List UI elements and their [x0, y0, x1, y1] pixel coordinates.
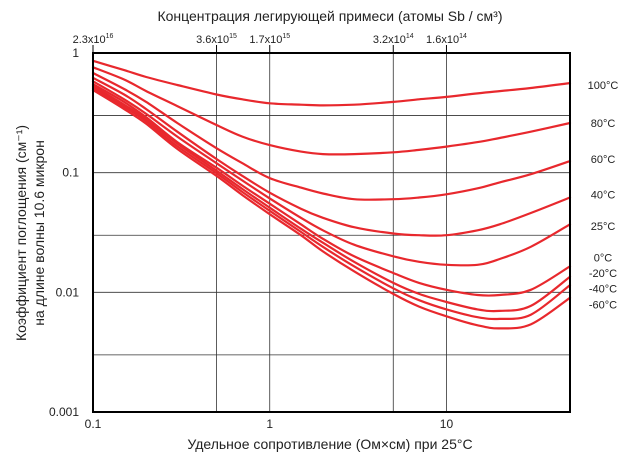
y-tick-label: 0.1: [62, 166, 79, 180]
y-tick-label: 1: [72, 46, 79, 60]
top-tick-label: 2.3x1016: [73, 33, 114, 46]
series-labels: 100°C 80°C 60°C 40°C 25°C 0°C -20°C -40°C -60°C: [588, 80, 619, 312]
plot-frame: [92, 52, 571, 413]
series-label: 60°C: [591, 154, 616, 166]
top-tick-label: 1.7x1015: [249, 33, 290, 46]
series-line-1: [91, 66, 572, 156]
top-tick-label: 3.6x1015: [196, 33, 237, 46]
series-line-4: [91, 80, 572, 267]
series-line-0: [91, 59, 572, 107]
x-tick-label: 1: [266, 417, 273, 431]
series-line-8: [91, 89, 572, 330]
series-label: 80°C: [591, 118, 616, 130]
series-label: -20°C: [589, 268, 617, 280]
chart-title: Концентрация легирующей примеси (атомы S…: [157, 8, 502, 24]
series-label: 25°C: [591, 221, 616, 233]
series-line-6: [91, 84, 572, 313]
series-label: -40°C: [589, 283, 617, 295]
series-group: [91, 59, 572, 330]
y-tick-label: 0.001: [49, 405, 79, 419]
y-axis-title-line1: Коэффициент поглощения (см⁻¹): [13, 125, 29, 341]
series-line-3: [91, 76, 572, 237]
series-label: 40°C: [591, 189, 616, 201]
series-label: 100°C: [588, 80, 619, 92]
tick-labels: 0.1 1 10 0.001 0.01 0.1 1: [49, 46, 453, 431]
x-tick-label: 0.1: [85, 417, 102, 431]
series-line-2: [91, 71, 572, 201]
x-axis-title: Удельное сопротивление (Ом×см) при 25°C: [187, 436, 472, 452]
top-axis-ticks: 2.3x1016 3.6x1015 1.7x1015 3.2x1014 1.6x1014: [73, 33, 467, 53]
top-tick-label: 3.2x1014: [373, 33, 414, 46]
series-label: -60°C: [589, 300, 617, 312]
y-tick-label: 0.01: [56, 285, 80, 299]
series-label: 0°C: [594, 253, 613, 265]
y-axis-title-line2: на длине волны 10.6 микрон: [31, 140, 47, 326]
series-line-7: [91, 86, 572, 321]
x-tick-label: 10: [440, 417, 454, 431]
top-tick-label: 1.6x1014: [426, 33, 467, 46]
grid: [93, 53, 570, 412]
series-line-5: [91, 83, 572, 297]
